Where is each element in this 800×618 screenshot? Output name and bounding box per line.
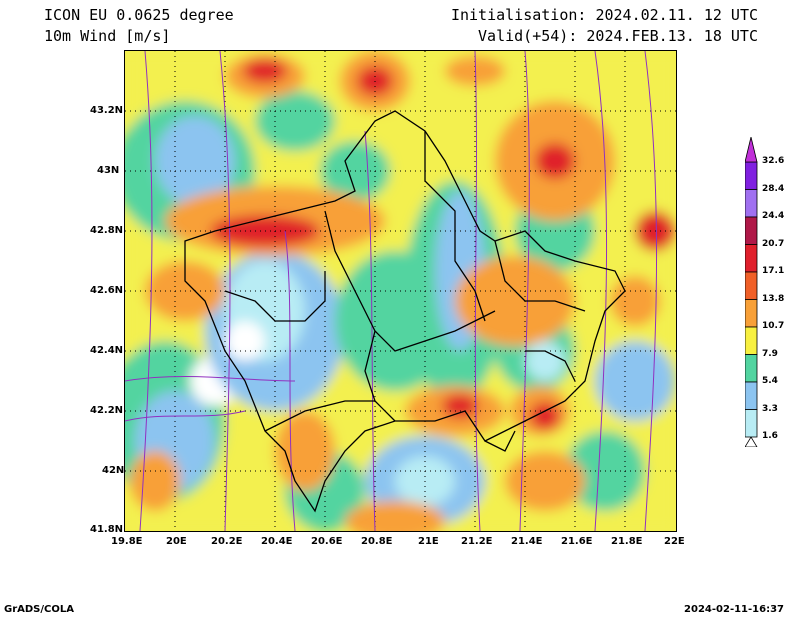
footer-software: GrADS/COLA: [4, 604, 74, 615]
lat-label: 42.8N: [90, 225, 124, 236]
colorbar-swatch: [745, 216, 758, 245]
map-title-variable: 10m Wind [m/s]: [44, 27, 171, 45]
administrative-borders: [184, 110, 626, 513]
lon-label: 21.6E: [561, 536, 593, 547]
lat-label: 43N: [97, 165, 120, 176]
colorbar-label: 10.7: [762, 321, 785, 331]
lon-label: 20.4E: [261, 536, 293, 547]
lon-label: 21.4E: [511, 536, 543, 547]
lat-label: 42.4N: [90, 345, 124, 356]
colorbar-swatch: [745, 244, 758, 273]
map-title-model: ICON EU 0.0625 degree: [44, 6, 234, 24]
lat-label: 43.2N: [90, 105, 124, 116]
lat-label: 41.8N: [90, 524, 124, 535]
colorbar-legend: 32.6 28.4 24.4 20.7 17.1 13.8 10.7 7.9 5.4 3.3 1.6: [745, 137, 795, 447]
colorbar-label: 13.8: [762, 293, 785, 304]
colorbar-label: 3.3: [762, 403, 778, 414]
colorbar-label: 17.1: [762, 266, 785, 276]
colorbar-swatch: [745, 271, 758, 300]
colorbar-label: 1.6: [762, 431, 778, 441]
lon-label: 21.8E: [611, 536, 643, 547]
lon-label: 20E: [166, 536, 187, 547]
footer-timestamp: 2024-02-11-16:37: [684, 604, 784, 615]
colorbar-label: 24.4: [762, 211, 785, 221]
wind-map: [124, 50, 677, 532]
lon-label: 21E: [418, 536, 439, 547]
valid-time: Valid(+54): 2024.FEB.13. 18 UTC: [478, 27, 758, 45]
colorbar-label: 5.4: [762, 376, 778, 386]
wind-streamlines: [125, 51, 658, 531]
colorbar-swatch: [745, 381, 758, 410]
colorbar-swatch: [745, 354, 758, 383]
lon-label: 19.8E: [111, 536, 143, 547]
lon-label: 20.8E: [361, 536, 393, 547]
colorbar-label: 32.6: [762, 156, 785, 166]
colorbar-swatch: [745, 299, 758, 328]
colorbar-swatch: [745, 409, 758, 438]
lon-label: 22E: [664, 536, 685, 547]
colorbar-swatches: [745, 137, 758, 447]
colorbar-swatch: [745, 137, 758, 163]
colorbar-label: 28.4: [762, 183, 785, 194]
colorbar-swatch: [745, 326, 758, 355]
lat-label: 42N: [102, 465, 125, 476]
lat-label: 42.6N: [90, 285, 124, 296]
lon-label: 20.6E: [311, 536, 343, 547]
lat-label: 42.2N: [90, 405, 124, 416]
colorbar-label: 20.7: [762, 238, 785, 249]
colorbar-swatch: [745, 161, 758, 190]
colorbar-swatch: [745, 189, 758, 218]
colorbar-label: 7.9: [762, 348, 778, 359]
lon-label: 20.2E: [211, 536, 243, 547]
wind-field-svg: [125, 51, 676, 531]
initialisation-time: Initialisation: 2024.02.11. 12 UTC: [450, 6, 758, 24]
lon-label: 21.2E: [461, 536, 493, 547]
colorbar-swatch: [745, 436, 758, 447]
